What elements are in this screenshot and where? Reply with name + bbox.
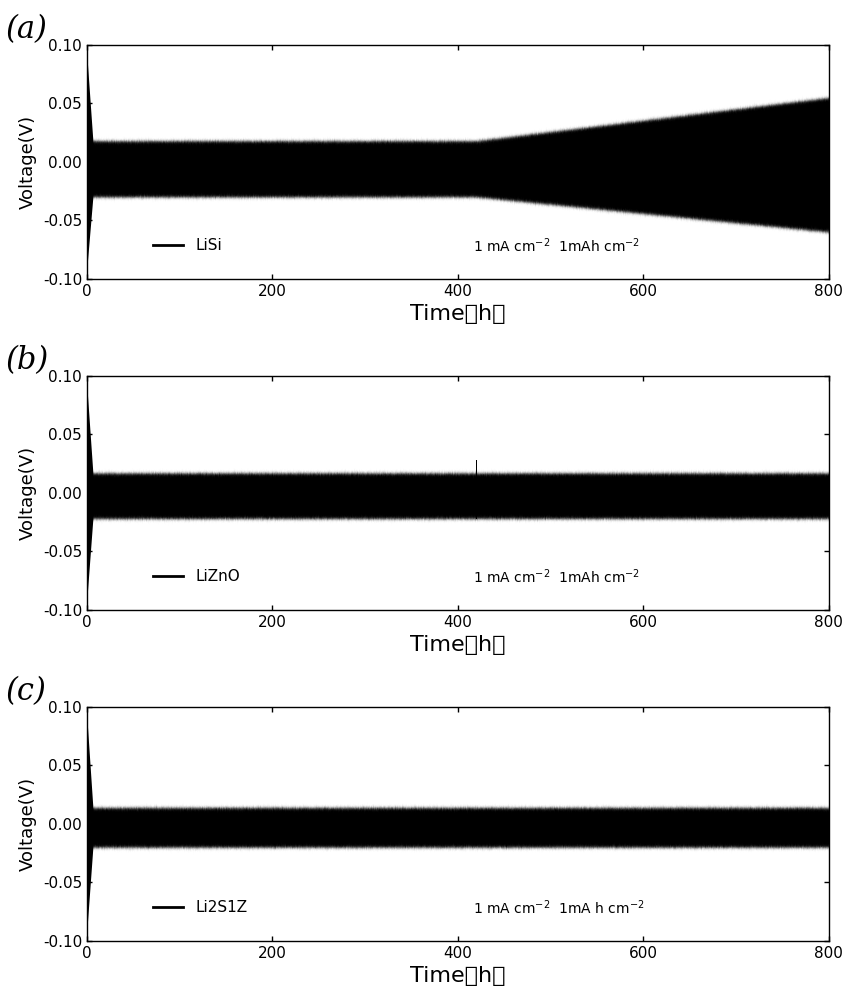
Text: (a): (a) xyxy=(5,14,47,45)
Y-axis label: Voltage(V): Voltage(V) xyxy=(19,115,38,209)
Legend: Li2S1Z: Li2S1Z xyxy=(147,894,254,921)
X-axis label: Time（h）: Time（h） xyxy=(410,966,506,986)
Text: (c): (c) xyxy=(5,676,46,707)
Text: 1 mA cm$^{-2}$  1mAh cm$^{-2}$: 1 mA cm$^{-2}$ 1mAh cm$^{-2}$ xyxy=(473,568,640,586)
Y-axis label: Voltage(V): Voltage(V) xyxy=(19,777,38,871)
Text: 1 mA cm$^{-2}$  1mAh cm$^{-2}$: 1 mA cm$^{-2}$ 1mAh cm$^{-2}$ xyxy=(473,237,640,255)
X-axis label: Time（h）: Time（h） xyxy=(410,304,506,324)
Text: (b): (b) xyxy=(5,345,49,376)
X-axis label: Time（h）: Time（h） xyxy=(410,635,506,655)
Y-axis label: Voltage(V): Voltage(V) xyxy=(19,446,38,540)
Text: 1 mA cm$^{-2}$  1mA h cm$^{-2}$: 1 mA cm$^{-2}$ 1mA h cm$^{-2}$ xyxy=(473,899,644,917)
Legend: LiZnO: LiZnO xyxy=(147,563,246,590)
Legend: LiSi: LiSi xyxy=(147,232,228,259)
